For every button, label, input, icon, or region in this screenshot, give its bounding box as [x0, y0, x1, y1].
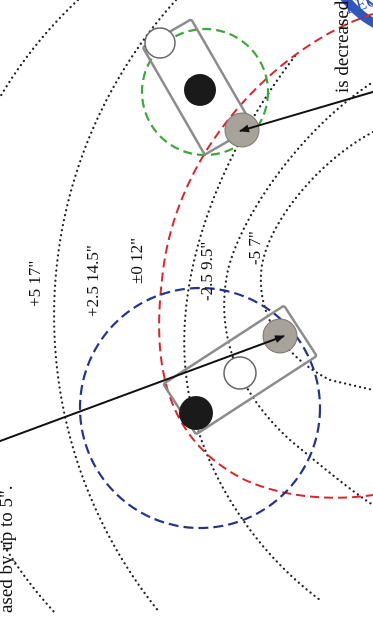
ring-label-plus2_5: +2.5 14.5" — [83, 245, 102, 317]
caption-bottom-left: ased by up to 5". — [0, 485, 17, 613]
arrow-top — [239, 90, 373, 133]
knob-top-dark — [184, 74, 216, 106]
ring-zero-red — [158, 13, 373, 499]
knob-bottom-empty — [223, 356, 257, 390]
ring-label-plus5: +5 17" — [25, 261, 44, 307]
ring-label-minus5: -5 7" — [245, 231, 264, 265]
registration-stamp: REGIS — [340, 0, 373, 28]
ring-minus2_5 — [223, 82, 373, 507]
knob-top-empty — [144, 27, 176, 59]
caption-top-right: is decreased — [332, 0, 353, 93]
blue-circle — [78, 286, 322, 530]
ring-plus5 — [0, 0, 80, 615]
ring-label-minus2_5: -2.5 9.5" — [197, 242, 216, 301]
ring-plus2_5 — [183, 54, 322, 602]
control-box-top — [142, 18, 260, 156]
ring-label-zero: ±0 12" — [127, 238, 146, 284]
ring-minus5 — [259, 130, 373, 392]
control-box-bottom — [162, 305, 318, 435]
arrow-bottom — [0, 335, 285, 443]
knob-bottom-dark — [179, 396, 213, 430]
knob-bottom-grey — [262, 318, 298, 354]
